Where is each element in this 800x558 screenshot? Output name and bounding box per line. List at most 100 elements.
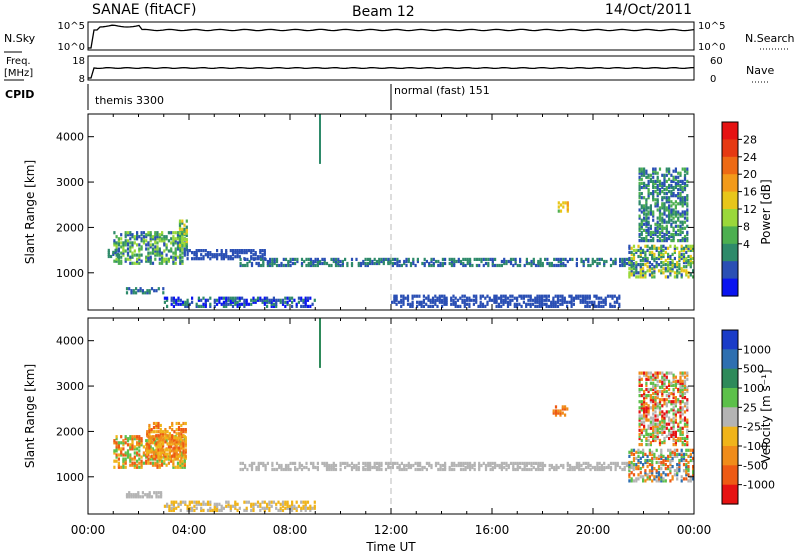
power-cell	[364, 261, 367, 266]
velocity-cell	[532, 465, 535, 470]
power-cell	[681, 204, 684, 208]
velocity-cell	[180, 432, 183, 436]
velocity-cell	[654, 406, 657, 410]
power-cell	[402, 302, 405, 306]
power-cell	[663, 226, 666, 230]
power-cell	[229, 300, 232, 304]
velocity-cell	[656, 392, 659, 396]
power-cell	[643, 185, 646, 190]
power-cell	[167, 231, 170, 235]
power-cell	[183, 237, 186, 242]
power-cell	[644, 244, 647, 248]
power-cell	[644, 259, 647, 263]
nave-tick-bottom: 0	[710, 74, 716, 85]
power-cell	[177, 302, 180, 306]
velocity-cell	[473, 463, 476, 468]
velocity-cell	[679, 430, 682, 434]
power-cell	[642, 256, 645, 261]
velocity-cell	[645, 387, 648, 392]
power-cell	[150, 287, 154, 291]
power-cell	[325, 261, 329, 266]
power-cell	[658, 232, 662, 237]
velocity-cell	[525, 461, 528, 465]
power-cell	[658, 212, 662, 216]
velocity-cell	[661, 418, 664, 422]
power-cell	[255, 261, 258, 266]
velocity-cell	[667, 448, 670, 452]
power-cell	[537, 261, 540, 266]
power-cell	[222, 255, 225, 259]
power-cell	[178, 227, 182, 231]
velocity-cell	[638, 381, 641, 385]
date-title: 14/Oct/2011	[605, 2, 692, 18]
power-cell	[395, 302, 398, 306]
power-cell	[646, 256, 649, 261]
power-cell	[382, 259, 385, 264]
velocity-cell	[632, 452, 636, 456]
velocity-cell	[129, 443, 132, 447]
velocity-cell	[133, 463, 136, 467]
power-cell	[581, 296, 585, 300]
power-cell	[209, 251, 212, 255]
power-cell	[667, 256, 670, 261]
velocity-cell	[148, 432, 151, 436]
power-cell	[654, 230, 657, 234]
power-cell	[683, 177, 687, 181]
power-cell	[658, 237, 662, 241]
power-cell	[664, 269, 667, 273]
velocity-cell	[348, 463, 351, 468]
velocity-cell	[323, 461, 326, 465]
velocity-cell	[661, 383, 664, 387]
power-frame	[87, 113, 695, 311]
velocity-cell	[557, 411, 560, 415]
power-cell	[597, 302, 600, 306]
power-cell	[334, 261, 338, 266]
power-cell	[672, 232, 675, 237]
velocity-cell	[172, 459, 175, 463]
power-cell	[113, 259, 116, 263]
velocity-cell	[645, 406, 648, 410]
velocity-cell	[155, 442, 158, 446]
power-cell	[400, 300, 403, 304]
velocity-cell	[234, 500, 237, 504]
velocity-cell	[160, 491, 163, 495]
power-cell	[271, 259, 274, 264]
power-cell	[669, 269, 672, 273]
velocity-cell	[573, 465, 576, 470]
power-cell	[687, 248, 690, 252]
power-cell	[154, 253, 157, 257]
velocity-cell	[168, 450, 171, 454]
velocity-cell	[489, 467, 492, 472]
velocity-cell	[512, 465, 515, 470]
power-cell	[584, 296, 587, 300]
power-cell	[663, 234, 666, 239]
velocity-cell	[129, 437, 132, 441]
velocity-cell	[683, 375, 687, 379]
power-cell	[559, 261, 563, 266]
power-cell	[586, 300, 589, 304]
power-cell	[646, 244, 649, 248]
velocity-cell	[129, 447, 132, 451]
power-cell	[669, 273, 672, 277]
velocity-cell	[677, 381, 680, 385]
velocity-cell	[646, 477, 649, 481]
velocity-cell	[566, 461, 569, 465]
velocity-cell	[671, 456, 674, 460]
velocity-cell	[344, 465, 347, 470]
velocity-cell	[184, 442, 187, 446]
velocity-cell	[676, 452, 679, 456]
power-cell	[679, 214, 682, 218]
power-cell	[469, 259, 472, 264]
power-cell	[647, 192, 650, 196]
velocity-cell	[640, 420, 643, 424]
velocity-cell	[155, 423, 158, 428]
velocity-cell	[656, 424, 659, 428]
velocity-cell	[674, 400, 677, 404]
velocity-cell	[674, 443, 677, 447]
velocity-cell	[685, 463, 688, 467]
power-cell	[554, 294, 557, 298]
power-cell	[181, 227, 184, 231]
power-cell	[216, 255, 219, 259]
velocity-cell	[651, 467, 654, 471]
velocity-cell	[170, 457, 173, 461]
